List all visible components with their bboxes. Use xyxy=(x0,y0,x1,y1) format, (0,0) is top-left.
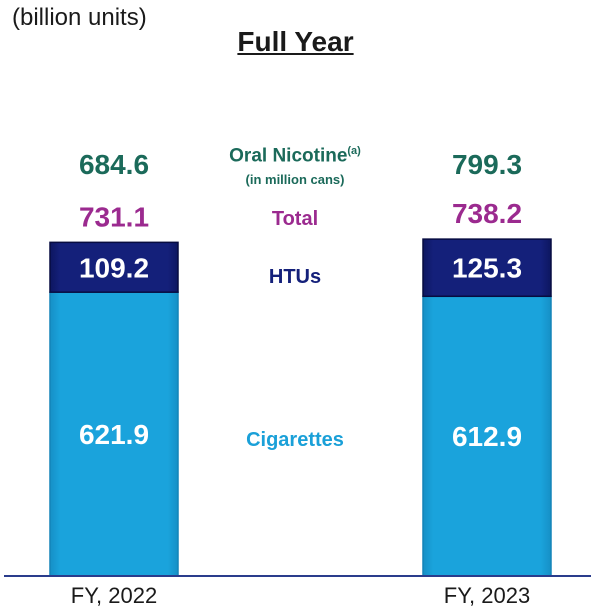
value-label-htus-2: 125.3 xyxy=(452,253,522,284)
htus-label: HTUs xyxy=(268,266,322,288)
cigarettes-label: Cigarettes xyxy=(246,429,344,451)
bar-cigarettes-2 xyxy=(422,295,552,577)
total-label: Total xyxy=(271,208,319,230)
oral-nicotine-footnote: (a) xyxy=(347,145,361,157)
oral-nicotine-value-2: 799.3 xyxy=(452,149,522,180)
bar-htus-2 xyxy=(422,238,552,298)
unit-label: (billion units) xyxy=(12,4,147,31)
total-value-2: 738.2 xyxy=(452,198,522,229)
oral-nicotine-label: Oral Nicotine(a) xyxy=(195,145,395,167)
oral-nicotine-unit: (in million cans) xyxy=(245,172,345,187)
bar-htus-1 xyxy=(49,241,179,293)
value-label-htus-1: 109.2 xyxy=(79,252,149,283)
total-value-1: 731.1 xyxy=(79,201,149,232)
chart-title: Full Year xyxy=(237,26,354,57)
value-label-cigarettes-1: 621.9 xyxy=(79,419,149,450)
oral-nicotine-text: Oral Nicotine xyxy=(229,145,348,167)
category-label-2: FY, 2023 xyxy=(444,583,530,608)
oral-nicotine-value-1: 684.6 xyxy=(79,149,149,180)
category-label-1: FY, 2022 xyxy=(71,583,157,608)
value-label-cigarettes-2: 612.9 xyxy=(452,421,522,452)
